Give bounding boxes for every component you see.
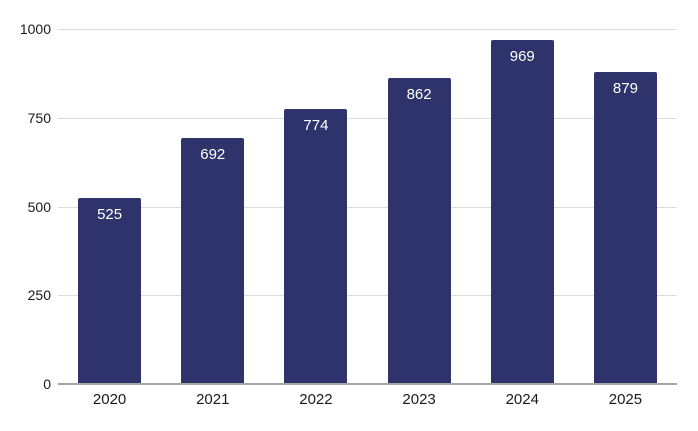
bar-value-label-2020: 525 bbox=[97, 205, 123, 223]
plot-area: 0 250 500 750 1000 525 692 774 862 969 879 bbox=[20, 22, 677, 391]
bar-value-label-2022: 774 bbox=[303, 117, 329, 135]
bar-2022: 774 bbox=[284, 109, 348, 384]
y-axis-tick-label-750: 750 bbox=[27, 109, 51, 126]
x-axis-line bbox=[58, 383, 677, 385]
bar-column-2022: 774 bbox=[264, 29, 367, 384]
x-axis-tick-label-2020: 2020 bbox=[92, 391, 127, 408]
bar-column-2024: 969 bbox=[471, 29, 574, 384]
gridline-500 bbox=[58, 206, 677, 208]
y-axis-tick-label-0: 0 bbox=[43, 376, 51, 392]
y-axis-tick-label-1000: 1000 bbox=[19, 21, 51, 37]
bar-column-2025: 879 bbox=[574, 29, 677, 384]
bar-2021: 692 bbox=[181, 138, 245, 384]
bar-2024: 969 bbox=[490, 40, 554, 384]
x-axis-tick-label-2022: 2022 bbox=[299, 391, 333, 408]
x-axis-tick-label-2021: 2021 bbox=[196, 391, 230, 408]
bar-value-label-2025: 879 bbox=[612, 79, 638, 97]
gridline-750 bbox=[58, 117, 677, 119]
x-axis-tick-label-2025: 2025 bbox=[608, 391, 643, 408]
bar-value-label-2021: 692 bbox=[200, 146, 226, 164]
bar-value-label-2023: 862 bbox=[406, 86, 432, 103]
bar-column-2020: 525 bbox=[58, 29, 161, 384]
bar-2023: 862 bbox=[387, 78, 451, 384]
gridline-250 bbox=[58, 295, 677, 297]
bar-column-2023: 862 bbox=[368, 29, 471, 384]
gridline-1000 bbox=[58, 29, 677, 30]
x-axis-tick-label-2024: 2024 bbox=[505, 391, 539, 408]
bar-2025: 879 bbox=[593, 71, 657, 384]
x-axis-tick-label-2023: 2023 bbox=[402, 391, 436, 408]
bars-layer: 525 692 774 862 969 879 bbox=[58, 29, 677, 384]
bar-column-2021: 692 bbox=[161, 29, 264, 384]
bar-value-label-2024: 969 bbox=[509, 48, 535, 66]
bar-2020: 525 bbox=[78, 197, 142, 384]
y-axis-tick-label-500: 500 bbox=[27, 198, 51, 215]
x-axis-labels: 2020 2021 2022 2023 2024 2025 bbox=[58, 392, 677, 407]
y-axis-tick-label-250: 250 bbox=[27, 287, 51, 304]
